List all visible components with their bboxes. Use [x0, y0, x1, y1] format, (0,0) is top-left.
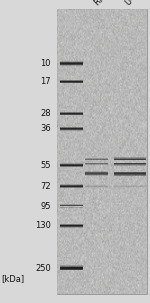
Bar	[85, 163, 108, 164]
Text: 95: 95	[40, 201, 51, 211]
Bar	[114, 159, 146, 160]
Bar	[60, 224, 82, 225]
Text: 250: 250	[35, 264, 51, 273]
Bar	[60, 112, 82, 113]
Bar	[85, 173, 108, 174]
Bar	[60, 113, 82, 114]
Bar	[60, 80, 82, 81]
Bar	[60, 63, 82, 64]
Bar	[60, 207, 82, 208]
Bar	[60, 225, 82, 226]
Bar	[85, 171, 108, 172]
Bar	[114, 164, 146, 165]
Bar	[114, 174, 146, 175]
Bar	[60, 64, 82, 65]
Bar	[60, 166, 82, 167]
Bar	[60, 185, 82, 186]
Bar	[60, 204, 82, 205]
Bar	[60, 81, 82, 82]
Bar	[60, 114, 82, 115]
Text: 72: 72	[40, 182, 51, 191]
Bar	[114, 158, 146, 159]
Bar	[114, 175, 146, 176]
Bar	[60, 127, 82, 128]
Bar	[85, 185, 108, 186]
Text: RT-4: RT-4	[92, 0, 111, 8]
Bar	[85, 159, 108, 160]
Text: 130: 130	[35, 221, 51, 230]
Bar	[60, 187, 82, 188]
Bar	[60, 128, 82, 129]
Bar	[60, 268, 82, 269]
Bar	[60, 82, 82, 83]
Bar	[114, 186, 146, 187]
Text: 10: 10	[40, 59, 51, 68]
Bar	[85, 161, 108, 162]
Bar	[60, 62, 82, 63]
Bar	[85, 175, 108, 176]
Bar	[60, 269, 82, 270]
Text: U-251 MG: U-251 MG	[124, 0, 150, 8]
Bar	[85, 162, 108, 163]
Bar	[114, 161, 146, 162]
Bar	[114, 171, 146, 172]
Bar	[85, 186, 108, 187]
Bar	[85, 160, 108, 161]
Bar	[60, 129, 82, 130]
Bar	[60, 65, 82, 66]
Bar	[114, 185, 146, 186]
Bar	[85, 172, 108, 173]
Bar	[60, 164, 82, 165]
Bar	[114, 173, 146, 174]
Bar	[60, 265, 82, 266]
Bar	[60, 130, 82, 131]
Text: 36: 36	[40, 124, 51, 133]
Text: 17: 17	[40, 77, 51, 86]
Bar	[60, 266, 82, 267]
Bar	[60, 270, 82, 271]
Text: [kDa]: [kDa]	[2, 274, 25, 283]
Text: 55: 55	[40, 161, 51, 170]
Bar	[60, 163, 82, 164]
Bar	[85, 174, 108, 175]
Text: 28: 28	[40, 109, 51, 118]
Bar	[114, 163, 146, 164]
Bar	[60, 226, 82, 227]
Bar	[60, 61, 82, 62]
Bar	[57, 9, 147, 294]
Bar	[60, 186, 82, 187]
Bar	[114, 172, 146, 173]
